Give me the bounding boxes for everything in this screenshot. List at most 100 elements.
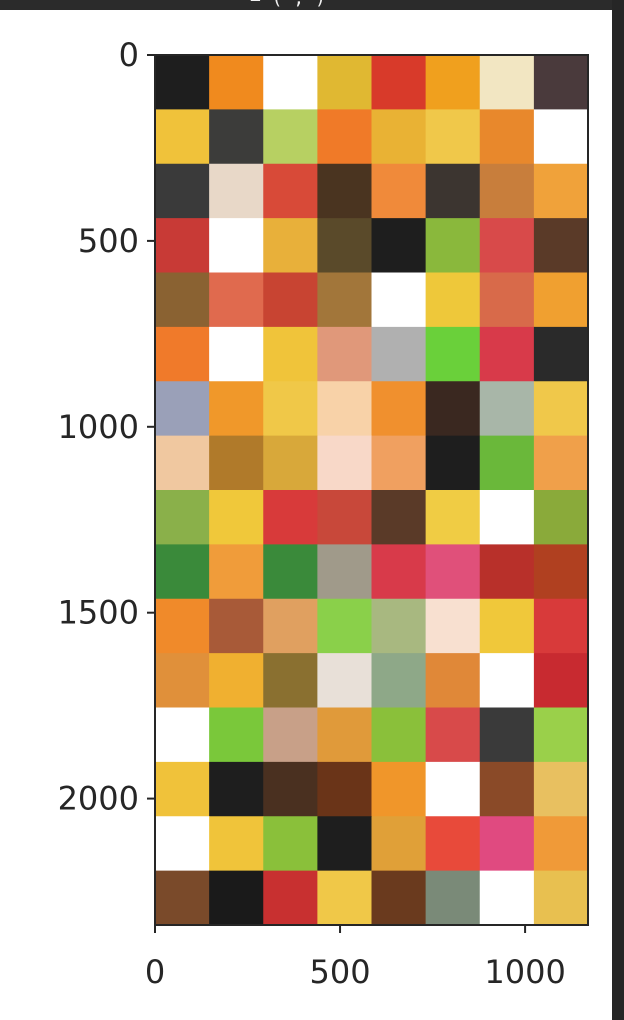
image-tile <box>155 707 210 763</box>
image-tile <box>479 544 535 600</box>
image-tile <box>425 816 481 872</box>
image-tile <box>533 326 589 382</box>
image-tile <box>263 707 318 763</box>
image-tile <box>155 381 210 437</box>
x-tick-label: 0 <box>145 953 165 991</box>
image-tile <box>209 109 264 165</box>
image-tile <box>317 109 373 165</box>
image-tile <box>371 870 427 926</box>
image-tile <box>533 816 589 872</box>
image-tile <box>425 163 481 219</box>
image-tile <box>209 816 264 872</box>
image-tile <box>317 218 373 274</box>
image-tile <box>155 272 210 328</box>
image-tile <box>371 55 427 110</box>
image-tile <box>263 816 318 872</box>
image-tile <box>317 870 373 926</box>
image-tile <box>263 598 318 654</box>
image-tile <box>371 109 427 165</box>
image-tile <box>425 653 481 709</box>
image-tile <box>317 381 373 437</box>
image-tile <box>371 490 427 545</box>
image-tile <box>371 272 427 328</box>
image-tile <box>155 490 210 545</box>
image-tile <box>479 707 535 763</box>
image-tile <box>263 163 318 219</box>
image-tile <box>479 326 535 382</box>
image-tile <box>479 381 535 437</box>
image-tile <box>317 163 373 219</box>
right-panel-edge <box>612 0 624 1020</box>
image-tile <box>209 218 264 274</box>
plot-frame <box>154 54 589 926</box>
image-tile <box>317 598 373 654</box>
top-code-fragment: = ( , ) <box>250 0 326 9</box>
image-tile <box>209 544 264 600</box>
image-tile <box>209 435 264 491</box>
image-tile <box>533 761 589 817</box>
image-tile <box>263 653 318 709</box>
image-tile <box>263 272 318 328</box>
image-tile <box>209 272 264 328</box>
image-tile <box>263 490 318 545</box>
image-tile <box>479 598 535 654</box>
image-tile <box>209 490 264 545</box>
image-tile <box>371 707 427 763</box>
image-tile <box>317 272 373 328</box>
image-tile <box>425 435 481 491</box>
image-tile <box>371 326 427 382</box>
image-tile <box>263 218 318 274</box>
image-tile <box>317 435 373 491</box>
image-tile <box>533 381 589 437</box>
image-tile <box>317 55 373 110</box>
y-tick-label: 1000 <box>58 408 139 446</box>
image-tile <box>479 490 535 545</box>
image-tile <box>155 598 210 654</box>
image-tile <box>479 55 535 110</box>
image-tile <box>209 707 264 763</box>
image-tile <box>479 870 535 926</box>
image-tile <box>263 870 318 926</box>
image-tile <box>263 381 318 437</box>
image-tile <box>479 816 535 872</box>
image-tile <box>533 435 589 491</box>
image-tile <box>371 435 427 491</box>
image-tile <box>425 326 481 382</box>
image-tile <box>533 55 589 110</box>
image-tile <box>425 598 481 654</box>
image-tile <box>425 381 481 437</box>
image-tile <box>425 870 481 926</box>
image-tile <box>155 761 210 817</box>
image-tile <box>155 326 210 382</box>
image-tile <box>425 490 481 545</box>
image-tile <box>371 544 427 600</box>
image-tile <box>425 707 481 763</box>
image-tile <box>371 598 427 654</box>
image-tile <box>533 272 589 328</box>
image-tile <box>209 653 264 709</box>
image-tile <box>317 544 373 600</box>
image-tile <box>533 653 589 709</box>
image-tile <box>533 218 589 274</box>
image-tile <box>155 55 210 110</box>
image-tile <box>479 653 535 709</box>
y-tick-label: 500 <box>78 222 139 260</box>
image-tile <box>317 707 373 763</box>
image-tile <box>155 653 210 709</box>
image-tile <box>263 55 318 110</box>
image-tile <box>371 816 427 872</box>
image-tile <box>533 544 589 600</box>
image-tile <box>155 218 210 274</box>
image-tile <box>425 109 481 165</box>
image-tile <box>371 761 427 817</box>
image-tile <box>533 870 589 926</box>
x-tick-label: 500 <box>310 953 371 991</box>
image-tile <box>155 109 210 165</box>
image-tile <box>209 163 264 219</box>
image-tile <box>425 55 481 110</box>
image-tile <box>371 653 427 709</box>
image-tile <box>479 109 535 165</box>
image-tile <box>425 272 481 328</box>
image-tile <box>479 272 535 328</box>
